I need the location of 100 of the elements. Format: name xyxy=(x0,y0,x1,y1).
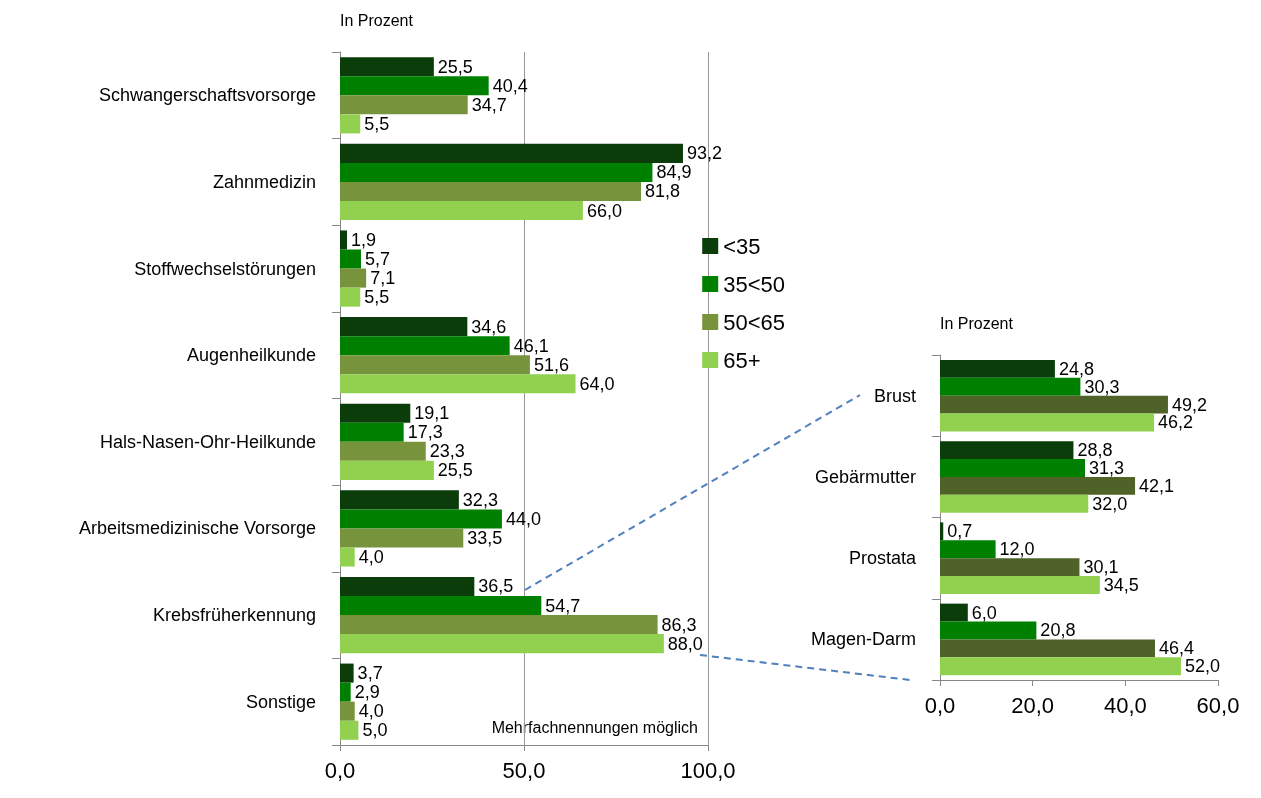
data-label: 19,1 xyxy=(414,403,450,424)
bar xyxy=(340,76,489,96)
y-tick-label: Magen-Darm xyxy=(810,629,916,650)
data-label: 54,7 xyxy=(545,595,581,616)
data-label: 32,3 xyxy=(462,489,498,510)
bar xyxy=(940,395,1168,414)
bar xyxy=(340,336,510,356)
bar xyxy=(940,476,1136,495)
data-label: 2,9 xyxy=(354,682,380,703)
data-label: 44,0 xyxy=(505,508,541,529)
bar xyxy=(940,603,968,622)
bar xyxy=(340,249,361,269)
legend-label: <35 xyxy=(723,233,761,259)
data-label: 4,0 xyxy=(358,701,384,722)
bar xyxy=(940,359,1055,378)
bar xyxy=(340,441,426,461)
data-label: 42,1 xyxy=(1139,475,1175,496)
data-label: 34,6 xyxy=(471,316,507,337)
bar xyxy=(340,403,411,423)
data-label: 20,8 xyxy=(1040,620,1076,641)
x-tick-label: 20,0 xyxy=(1011,692,1055,718)
data-label: 93,2 xyxy=(686,143,723,164)
data-label: 24,8 xyxy=(1058,358,1094,379)
bar xyxy=(340,201,583,221)
y-tick-label: Krebsfrüherkennung xyxy=(152,605,316,626)
y-tick-label: Hals-Nasen-Ohr-Heilkunde xyxy=(99,431,316,452)
bar xyxy=(340,663,354,683)
data-label: 36,5 xyxy=(478,576,514,597)
x-tick-label: 0,0 xyxy=(324,757,356,783)
data-label: 81,8 xyxy=(645,181,681,202)
data-label: 33,5 xyxy=(467,527,503,548)
data-label: 46,1 xyxy=(513,335,549,356)
data-label: 49,2 xyxy=(1171,394,1208,415)
bar xyxy=(340,57,434,77)
bar xyxy=(940,657,1181,676)
bar xyxy=(940,558,1080,576)
bar xyxy=(340,287,361,307)
data-label: 4,0 xyxy=(358,547,384,568)
bar xyxy=(340,268,367,288)
data-label: 3,7 xyxy=(357,663,383,684)
y-tick-label: Schwangerschaftsvorsorge xyxy=(98,85,316,106)
bar xyxy=(340,720,359,740)
bar xyxy=(340,509,502,529)
data-label: 34,7 xyxy=(471,94,507,115)
y-tick-label: Zahnmedizin xyxy=(212,171,316,192)
data-label: 46,2 xyxy=(1158,412,1194,433)
bar xyxy=(340,230,347,250)
data-label: 40,4 xyxy=(492,75,528,96)
bar xyxy=(340,374,576,394)
bar xyxy=(340,576,475,597)
data-label: 5,7 xyxy=(364,249,391,270)
data-label: 25,5 xyxy=(437,460,473,481)
y-tick-label: Gebärmutter xyxy=(814,466,916,487)
bar xyxy=(340,634,664,654)
x-tick-label: 0,0 xyxy=(924,692,956,718)
bar xyxy=(340,355,530,375)
data-label: 88,0 xyxy=(667,633,703,654)
data-label: 64,0 xyxy=(579,373,615,394)
bar xyxy=(340,701,355,721)
data-label: 25,5 xyxy=(437,56,473,77)
data-label: 46,4 xyxy=(1158,638,1195,659)
data-label: 5,5 xyxy=(364,287,390,308)
bar xyxy=(940,522,944,541)
data-label: 12,0 xyxy=(999,539,1035,560)
data-label: 28,8 xyxy=(1077,440,1113,461)
bar xyxy=(340,181,642,201)
bar xyxy=(940,540,996,559)
data-label: 1,9 xyxy=(350,229,377,250)
bar xyxy=(340,162,653,182)
data-label: 0,7 xyxy=(947,521,973,542)
bar xyxy=(340,317,468,337)
bar xyxy=(340,422,404,442)
annotation: Mehrfachnennungen möglich xyxy=(491,718,698,736)
bar xyxy=(340,682,351,702)
text: In Prozent xyxy=(340,11,414,29)
bar xyxy=(340,596,542,616)
y-tick-label: Arbeitsmedizinische Vorsorge xyxy=(78,518,316,539)
x-tick-label: 60,0 xyxy=(1196,692,1240,718)
legend-label: 65+ xyxy=(723,347,761,373)
x-tick-label: 100,0 xyxy=(680,757,736,783)
bar xyxy=(940,576,1100,594)
bar xyxy=(940,377,1081,396)
data-label: 66,0 xyxy=(586,200,622,221)
text: In Prozent xyxy=(940,314,1014,332)
data-label: 30,3 xyxy=(1084,376,1120,397)
bar xyxy=(940,413,1155,432)
bar xyxy=(340,615,658,635)
data-label: 5,5 xyxy=(364,113,390,134)
data-label: 51,6 xyxy=(533,354,569,375)
data-label: 32,0 xyxy=(1092,493,1128,514)
data-label: 6,0 xyxy=(971,602,997,623)
y-tick-label: Prostata xyxy=(848,548,917,569)
bar xyxy=(940,459,1086,477)
bar xyxy=(940,494,1089,513)
x-tick-label: 40,0 xyxy=(1103,692,1147,718)
y-tick-label: Sonstige xyxy=(245,691,316,712)
y-tick-label: Augenheilkunde xyxy=(186,345,316,366)
data-label: 23,3 xyxy=(429,441,465,462)
data-label: 86,3 xyxy=(661,614,697,635)
data-label: 84,9 xyxy=(656,162,692,183)
